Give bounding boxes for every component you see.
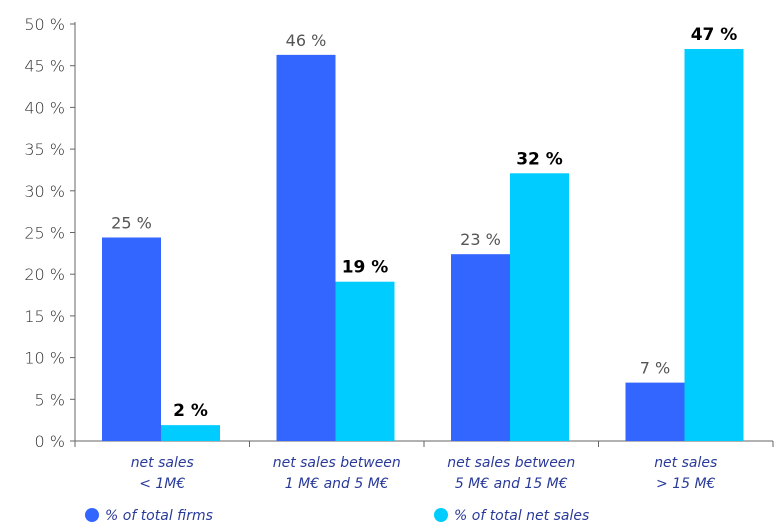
data-labels: 25 % 46 % 23 % 7 % 2 % 19 % 32 % 47 % [111, 25, 737, 421]
y-tick-label: 25 % [24, 224, 65, 243]
legend-marker [85, 508, 99, 522]
data-label: 32 % [516, 149, 563, 169]
legend-marker [434, 508, 448, 522]
x-category-label: net sales between [447, 455, 575, 471]
axes: 0 % 5 % 10 % 15 % 20 % 25 % 30 % 35 % 40 % 45 % 50… [24, 15, 774, 492]
bar-total-firms [625, 382, 685, 441]
y-tick-label: 40 % [24, 98, 65, 117]
legend-label: % of total firms [105, 508, 213, 524]
data-label: 2 % [173, 401, 208, 421]
bar-total-firms [276, 54, 336, 441]
x-category-label: net sales [654, 455, 717, 471]
bar-total-firms [102, 237, 161, 441]
y-tick-label: 5 % [35, 390, 65, 409]
x-category-label: < 1M€ [139, 476, 185, 492]
legend: % of total firms % of total net sales [85, 508, 589, 524]
bar-total-net-sales [510, 173, 569, 441]
y-tick-label: 10 % [24, 349, 65, 368]
y-tick-label: 15 % [24, 307, 65, 326]
data-label: 23 % [460, 230, 501, 249]
y-tick-label: 35 % [24, 140, 65, 159]
y-tick-label: 20 % [24, 265, 65, 284]
data-label: 25 % [111, 214, 152, 233]
data-label: 47 % [691, 25, 738, 45]
x-category-label: net sales between [273, 455, 401, 471]
y-tick-label: 0 % [35, 432, 65, 451]
data-label: 46 % [286, 31, 327, 50]
x-category-label: > 15 M€ [656, 476, 716, 492]
x-category-label: 5 M€ and 15 M€ [455, 476, 568, 492]
y-tick-label: 50 % [24, 15, 65, 34]
bar-total-net-sales [335, 281, 395, 441]
bars [102, 49, 744, 442]
y-tick-label: 30 % [24, 182, 65, 201]
bar-total-net-sales [684, 49, 744, 442]
bar-total-firms [451, 254, 510, 441]
bar-total-net-sales [161, 425, 220, 441]
y-tick-label: 45 % [24, 57, 65, 76]
x-category-label: 1 M€ and 5 M€ [285, 476, 389, 492]
data-label: 19 % [342, 258, 389, 278]
data-label: 7 % [640, 359, 670, 378]
legend-label: % of total net sales [454, 508, 589, 524]
x-category-label: net sales [131, 455, 194, 471]
